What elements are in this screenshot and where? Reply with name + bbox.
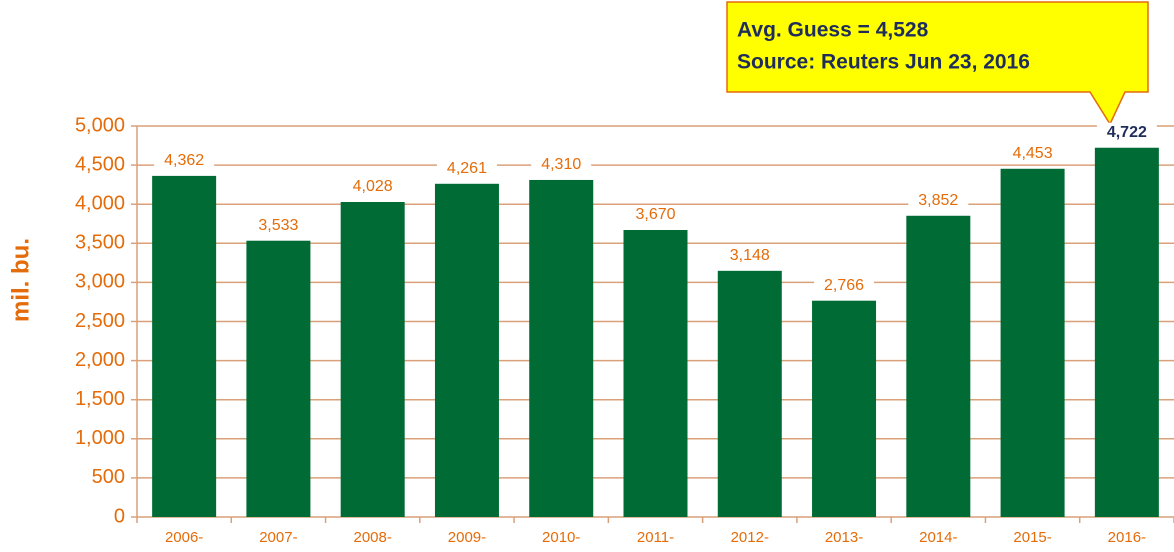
y-tick-label: 2,500 [75,310,125,332]
bar [1000,168,1065,518]
value-label-bg [1096,122,1157,143]
x-tick-label: 2010- [542,529,580,546]
value-label: 3,670 [635,206,675,223]
y-tick-label: 2,000 [75,349,125,371]
annotation: Source: Reuters Jun 23, 2016 [737,51,1030,74]
bar [529,179,594,517]
value-label-bg [814,275,875,296]
value-label: 4,028 [353,178,393,195]
value-label-bg [625,205,686,226]
x-tick-label: 2009- [448,529,486,546]
value-label: 3,148 [730,247,770,264]
bar [717,270,782,517]
value-label: 4,362 [164,152,204,169]
y-tick-label: 5,000 [75,114,125,136]
value-label-bg [908,190,969,211]
y-axis-label: mil. bu. [7,238,34,322]
y-tick-label: 3,500 [75,232,125,254]
bar [340,202,405,517]
value-label: 4,261 [447,160,487,177]
x-tick-label: 2015- [1013,529,1051,546]
bar [906,215,971,517]
value-label-bg [436,158,497,179]
x-tick-label: 2013- [825,529,863,546]
bar [152,175,217,517]
y-tick-label: 0 [114,505,125,527]
x-tick-label: 2007- [259,529,297,546]
callout [726,1,1149,126]
annotation: Avg. Guess = 4,528 [737,19,929,42]
bar [812,300,877,517]
y-tick-label: 4,000 [75,192,125,214]
x-tick-label: 2011- [637,529,674,546]
value-label: 4,310 [541,156,581,173]
value-label: 2,766 [824,277,864,294]
value-label: 4,453 [1013,145,1053,162]
value-label-bg [342,177,403,198]
value-label-bg [248,215,309,236]
x-tick-label: 2006- [165,529,203,546]
value-label-bg [1002,143,1063,164]
bar [434,183,499,517]
x-tick-label: 2014- [919,529,957,546]
y-tick-label: 4,500 [75,153,125,175]
bar [1094,147,1159,517]
x-tick-label: 2008- [353,529,391,546]
value-label: 3,533 [258,217,298,234]
y-tick-label: 1,500 [75,388,125,410]
value-label-bg [531,154,592,175]
y-tick-label: 500 [92,466,125,488]
bar [623,230,688,518]
y-tick-label: 3,000 [75,271,125,293]
bar [246,240,311,517]
x-tick-label: 2012- [731,529,769,546]
y-tick-label: 1,000 [75,427,125,449]
value-label: 4,722 [1107,124,1147,141]
value-label-bg [154,150,215,171]
x-tick-label: 2016- [1108,529,1146,546]
value-label-bg [719,245,780,266]
value-label: 3,852 [918,192,958,209]
